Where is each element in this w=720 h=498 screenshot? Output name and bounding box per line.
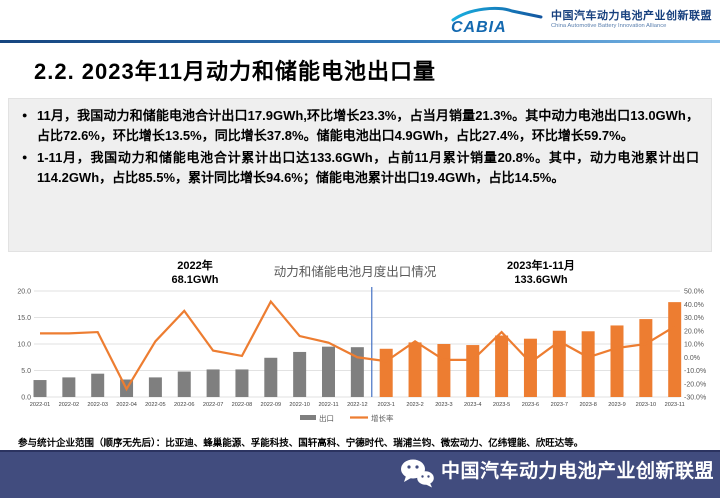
- export-bar-2023-3: [437, 344, 451, 397]
- x-axis-label: 2023-1: [377, 402, 394, 408]
- org-name-en: China Automotive Battery Innovation Alli…: [551, 23, 667, 30]
- export-chart: 2022年 68.1GWh 动力和储能电池月度出口情况 2023年1-11月 1…: [8, 253, 712, 433]
- cabia-logo: CABIA 中国汽车动力电池产业创新联盟 China Automotive Ba…: [448, 5, 712, 35]
- export-bar-2022-11: [322, 346, 335, 397]
- x-axis-label: 2022-09: [261, 402, 282, 408]
- right-axis-tick: -20.0%: [684, 381, 706, 388]
- car-swoosh-icon: [451, 6, 543, 22]
- wechat-icon: [400, 459, 434, 488]
- export-bar-2023-1: [379, 348, 393, 397]
- annotation-2023-total: 2023年1-11月 133.6GWh: [486, 260, 596, 288]
- export-bar-2022-09: [264, 357, 278, 397]
- export-bar-2023-4: [466, 345, 480, 397]
- export-bar-2023-10: [639, 319, 653, 397]
- x-axis-label: 2023-6: [522, 402, 539, 408]
- x-axis-label: 2022-11: [318, 402, 338, 408]
- summary-text-box: 11月，我国动力和储能电池合计出口17.9GWh,环比增长23.3%，占当月销量…: [8, 98, 712, 252]
- x-axis-label: 2022-10: [289, 402, 310, 408]
- export-bar-2022-03: [91, 373, 105, 397]
- x-axis-label: 2023-7: [551, 402, 568, 408]
- logo-wordmark: CABIA: [451, 19, 507, 35]
- x-axis-label: 2022-07: [203, 402, 224, 408]
- x-axis-label: 2023-8: [579, 402, 596, 408]
- export-bar-2022-05: [148, 377, 162, 397]
- export-bar-2023-9: [610, 325, 624, 397]
- page-title: 2.2. 2023年11月动力和储能电池出口量: [34, 59, 437, 84]
- growth-rate-line: [40, 299, 676, 392]
- export-bar-2023-6: [523, 338, 537, 397]
- x-axis-label: 2023-5: [493, 402, 510, 408]
- bullet-november: 11月，我国动力和储能电池合计出口17.9GWh,环比增长23.3%，占当月销量…: [22, 106, 699, 145]
- x-axis-label: 2022-04: [116, 402, 137, 408]
- x-axis-label: 2023-2: [406, 402, 423, 408]
- right-axis-tick: 10.0%: [684, 342, 704, 349]
- annotation-2023-year: 2023年1-11月: [507, 260, 575, 272]
- x-axis-label: 2022-05: [145, 402, 166, 408]
- x-axis-label: 2022-01: [30, 402, 51, 408]
- left-axis-tick: 0.0: [21, 395, 31, 402]
- org-name-cn: 中国汽车动力电池产业创新联盟: [551, 10, 712, 23]
- x-axis-label: 2022-02: [59, 402, 80, 408]
- bottom-bar-title: 中国汽车动力电池产业创新联盟: [440, 461, 714, 482]
- x-axis-label: 2023-3: [435, 402, 452, 408]
- top-header: CABIA 中国汽车动力电池产业创新联盟 China Automotive Ba…: [0, 0, 720, 40]
- bottom-bar: 中国汽车动力电池产业创新联盟: [0, 450, 720, 498]
- right-axis-tick: 30.0%: [684, 315, 704, 322]
- export-bar-2023-8: [581, 331, 595, 397]
- annotation-2022-value: 68.1GWh: [171, 273, 219, 286]
- legend-bar-swatch: [300, 415, 316, 420]
- right-axis-tick: 0.0%: [684, 355, 700, 362]
- bullet-list: 11月，我国动力和储能电池合计出口17.9GWh,环比增长23.3%，占当月销量…: [22, 106, 699, 187]
- x-axis-label: 2022-08: [232, 402, 253, 408]
- legend-label-export: 出口: [319, 413, 334, 423]
- statistics-scope-note: 参与统计企业范围（顺序无先后）：比亚迪、蜂巢能源、孚能科技、国轩高科、宁德时代、…: [18, 438, 584, 449]
- annotation-2022-total: 2022年 68.1GWh: [140, 260, 250, 288]
- combo-chart-plot: 20.0 15.0 10.0 5.0 0.0 50.0% 40.0% 30.0% 20.0% 10…: [17, 287, 706, 423]
- export-bar-2023-11: [668, 302, 682, 397]
- export-bar-2023-7: [552, 330, 566, 397]
- x-axis-label: 2022-06: [174, 402, 195, 408]
- x-axis-label: 2023-11: [665, 402, 685, 408]
- header-divider-line: [0, 40, 720, 43]
- x-axis-label: 2022-03: [87, 402, 108, 408]
- left-axis-tick: 15.0: [17, 315, 31, 322]
- export-bar-2022-10: [293, 351, 307, 397]
- right-axis-tick: 40.0%: [684, 302, 704, 309]
- chart-title: 动力和储能电池月度出口情况: [273, 265, 437, 279]
- right-axis-tick: -30.0%: [684, 395, 706, 402]
- x-axis-label: 2023-9: [608, 402, 625, 408]
- right-axis-tick: -10.0%: [684, 368, 706, 375]
- export-bar-2023-5: [495, 335, 509, 397]
- x-axis-label: 2022-12: [347, 402, 368, 408]
- right-axis-tick: 20.0%: [684, 328, 704, 335]
- export-bar-2022-08: [235, 369, 249, 397]
- legend-label-growth: 增长率: [371, 413, 394, 423]
- annotation-2023-value: 133.6GWh: [514, 273, 568, 286]
- x-axis-label: 2023-4: [464, 402, 481, 408]
- chart-legend: 出口 增长率: [300, 413, 394, 423]
- export-bar-2022-01: [33, 380, 47, 397]
- export-bar-2023-2: [408, 342, 422, 397]
- export-bar-2022-07: [206, 369, 220, 397]
- chart-header: 2022年 68.1GWh 动力和储能电池月度出口情况 2023年1-11月 1…: [8, 258, 712, 292]
- bullet-cumulative: 1-11月，我国动力和储能电池合计累计出口达133.6GWh，占前11月累计销量…: [22, 148, 699, 187]
- export-bar-2022-12: [350, 347, 364, 397]
- export-bar-2022-06: [177, 371, 191, 397]
- x-axis-label: 2023-10: [636, 402, 657, 408]
- left-axis-tick: 20.0: [17, 289, 31, 296]
- left-axis-tick: 5.0: [21, 368, 31, 375]
- left-axis-tick: 10.0: [17, 342, 31, 349]
- cabia-logo-icon: CABIA: [451, 6, 543, 35]
- right-axis-tick: 50.0%: [684, 289, 704, 296]
- annotation-2022-year: 2022年: [177, 260, 213, 272]
- export-bar-2022-02: [62, 377, 76, 397]
